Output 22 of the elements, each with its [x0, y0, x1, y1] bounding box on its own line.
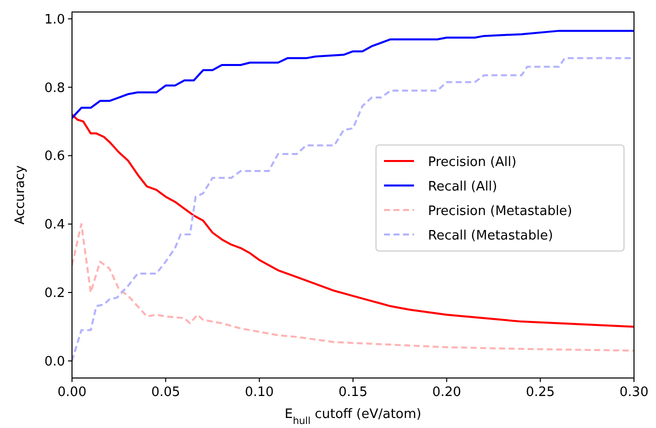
- x-tick-label: 0.00: [58, 385, 86, 400]
- line-series: [72, 30, 634, 120]
- x-tick-label: 0.15: [338, 385, 368, 400]
- x-tick-label: 0.20: [432, 385, 462, 400]
- legend-label: Precision (Metastable): [428, 204, 572, 219]
- y-tick-label: 0.2: [44, 286, 65, 301]
- x-tick-label: 0.25: [526, 385, 555, 400]
- x-tick-label: 0.30: [620, 385, 648, 400]
- y-tick-label: 0.0: [44, 354, 65, 370]
- x-tick-label: 0.10: [244, 385, 274, 400]
- legend-label: Recall (All): [428, 180, 498, 194]
- x-axis-title: E$_{hull}$ cutoff (eV/atom): [284, 407, 422, 426]
- x-tick-label: 0.05: [151, 385, 180, 400]
- y-tick-label: 0.8: [44, 80, 65, 96]
- y-axis-title: Accuracy: [13, 165, 28, 225]
- y-tick-label: 1.0: [44, 12, 65, 28]
- y-tick-label: 0.4: [44, 218, 65, 233]
- line-series: [72, 114, 634, 328]
- line-series: [72, 223, 634, 352]
- y-tick-label: 0.6: [44, 149, 65, 164]
- legend-label: Precision (All): [428, 155, 516, 170]
- legend-label: Recall (Metastable): [428, 228, 554, 244]
